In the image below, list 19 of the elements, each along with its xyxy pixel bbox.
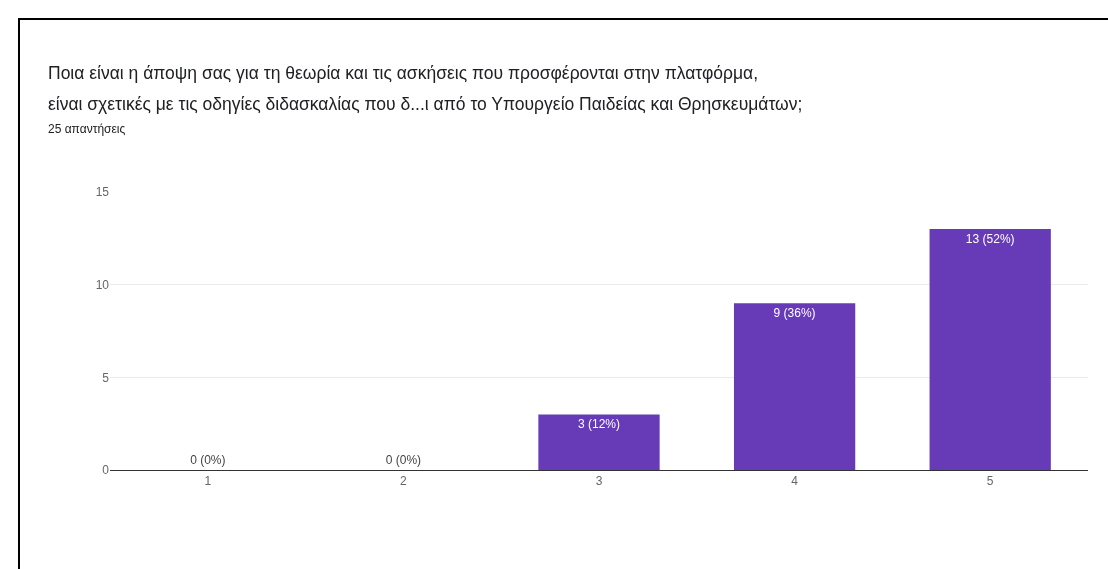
y-tick-label: 15 (95, 185, 110, 200)
chart-title: Ποια είναι η άποψη σας για τη θεωρία και τις ασκήσεις που προσφέρονται στην πλατφόρμα, είναι σχετικές με τις οδηγίες διδασκαλίας που δ...ι από το Υπουργείο Παιδείας και Θρησκευμάτων; (48, 62, 804, 116)
bar (929, 229, 1051, 470)
x-tick-label: 2 (400, 474, 408, 489)
bar (538, 414, 660, 470)
data-label: 0 (0%) (190, 453, 226, 467)
data-label: 9 (36%) (773, 306, 816, 321)
x-tick-label: 3 (595, 474, 603, 489)
x-tick-label: 4 (791, 474, 799, 489)
x-tick-label: 5 (986, 474, 994, 489)
y-tick-label: 10 (95, 277, 110, 292)
chart-subtitle: 25 απαντήσεις (48, 122, 127, 136)
x-tick-label: 1 (204, 474, 212, 489)
data-label: 0 (0%) (385, 453, 422, 467)
data-label: 3 (12%) (577, 417, 621, 432)
bar (733, 303, 856, 470)
y-tick-label: 5 (102, 370, 110, 385)
data-label: 13 (52%) (965, 232, 1015, 247)
y-tick-label: 0 (102, 463, 110, 478)
